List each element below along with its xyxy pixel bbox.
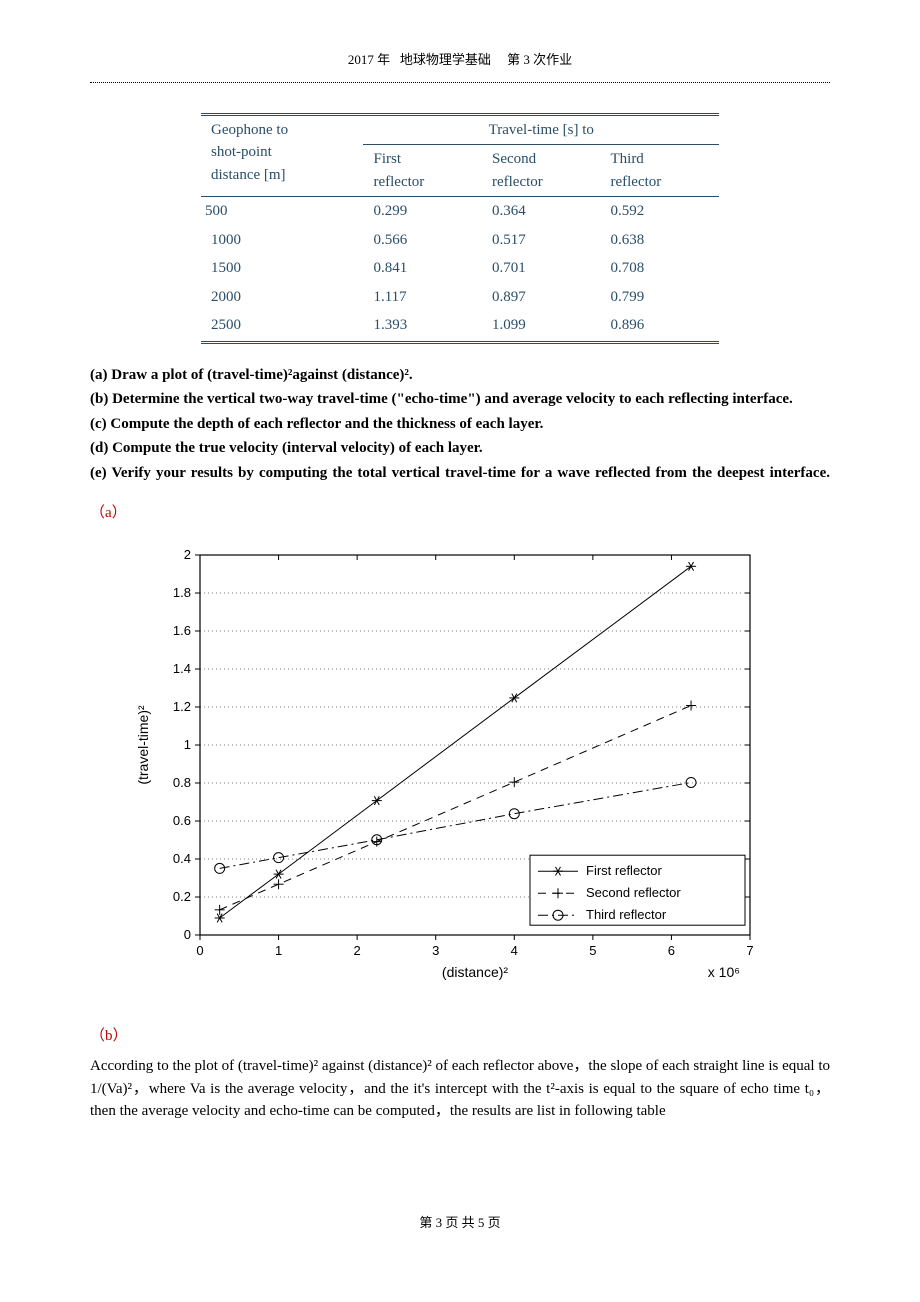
table-row: 500 0.299 0.364 0.592 (201, 197, 719, 226)
svg-text:(travel-time)²: (travel-time)² (135, 705, 151, 785)
svg-text:Third reflector: Third reflector (586, 907, 667, 922)
svg-text:5: 5 (589, 943, 596, 958)
col1-hdr2: reflector (373, 174, 424, 190)
col2-hdr2: reflector (492, 174, 543, 190)
svg-text:6: 6 (668, 943, 675, 958)
header-course: 地球物理学基础 (400, 52, 491, 67)
svg-text:4: 4 (511, 943, 518, 958)
svg-text:(distance)²: (distance)² (442, 964, 508, 980)
page-footer: 第 3 页 共 5 页 (90, 1213, 830, 1233)
sublabel-b: （b） (90, 1025, 830, 1048)
svg-text:1.2: 1.2 (173, 699, 191, 714)
question-c: (c) Compute the depth of each reflector … (90, 416, 543, 432)
svg-text:First reflector: First reflector (586, 863, 663, 878)
svg-text:3: 3 (432, 943, 439, 958)
svg-text:0: 0 (184, 927, 191, 942)
geophone-hdr3: distance [m] (211, 167, 286, 183)
question-a: (a) Draw a plot of (travel-time)²against… (90, 367, 413, 383)
table-row: 2000 1.117 0.897 0.799 (201, 283, 719, 312)
geophone-hdr1: Geophone to (211, 122, 288, 138)
svg-text:1: 1 (275, 943, 282, 958)
svg-text:0.6: 0.6 (173, 813, 191, 828)
question-b: (b) Determine the vertical two-way trave… (90, 391, 793, 407)
questions-block: (a) Draw a plot of (travel-time)²against… (90, 364, 830, 485)
geophone-hdr2: shot-point (211, 144, 272, 160)
page-header: 2017 年 地球物理学基础 第 3 次作业 (90, 50, 830, 76)
svg-text:2: 2 (354, 943, 361, 958)
question-e: (e) Verify your results by computing the… (90, 465, 830, 481)
header-year: 2017 年 (348, 52, 390, 67)
svg-text:0.8: 0.8 (173, 775, 191, 790)
t2-x2-chart: 0 0.2 0.4 0.6 0.8 1 1.2 1.4 1.6 1.8 2 0 1 2 3 4 5 6 7 (dist… (130, 535, 770, 1015)
header-divider (90, 82, 830, 83)
header-assignment: 第 3 次作业 (507, 52, 572, 67)
svg-text:Second reflector: Second reflector (586, 885, 681, 900)
svg-text:x 10⁶: x 10⁶ (708, 964, 740, 980)
table-row: 1000 0.566 0.517 0.638 (201, 226, 719, 255)
col3-hdr1: Third (610, 151, 643, 167)
svg-text:1.8: 1.8 (173, 585, 191, 600)
svg-text:0: 0 (196, 943, 203, 958)
table-row: 1500 0.841 0.701 0.708 (201, 254, 719, 283)
svg-text:1.6: 1.6 (173, 623, 191, 638)
explanation-text: According to the plot of (travel-time)² … (90, 1055, 830, 1123)
svg-text:7: 7 (746, 943, 753, 958)
svg-text:2: 2 (184, 547, 191, 562)
col3-hdr2: reflector (610, 174, 661, 190)
svg-text:0.4: 0.4 (173, 851, 191, 866)
table-row: 2500 1.393 1.099 0.896 (201, 311, 719, 340)
sublabel-a: （a） (90, 502, 830, 525)
svg-text:0.2: 0.2 (173, 889, 191, 904)
travel-time-hdr: Travel-time [s] to (489, 122, 594, 138)
travel-time-table: Geophone to shot-point distance [m] Trav… (201, 116, 719, 340)
svg-text:1.4: 1.4 (173, 661, 191, 676)
svg-text:1: 1 (184, 737, 191, 752)
question-d: (d) Compute the true velocity (interval … (90, 440, 483, 456)
col1-hdr1: First (373, 151, 401, 167)
col2-hdr1: Second (492, 151, 536, 167)
